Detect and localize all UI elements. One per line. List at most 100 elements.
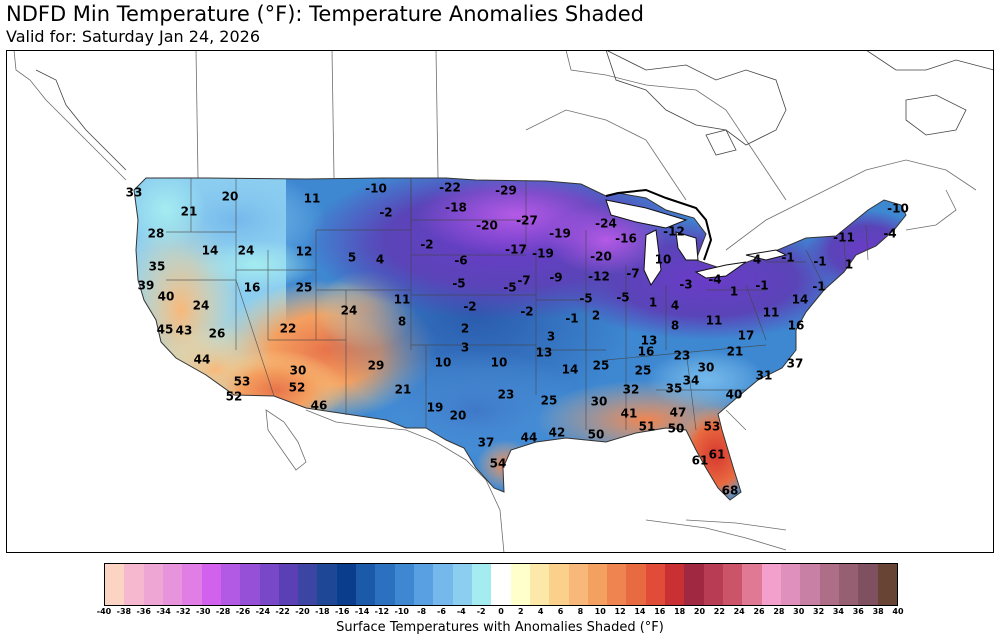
colorbar-tick: 20	[693, 607, 706, 616]
temperature-value: 52	[226, 390, 243, 404]
temperature-value: 23	[498, 388, 515, 402]
temperature-value: -1	[812, 280, 825, 294]
temperature-value: -2	[379, 206, 392, 220]
temperature-value: -5	[503, 281, 516, 295]
temperature-value: 2	[461, 322, 469, 336]
temperature-value: 44	[521, 431, 538, 445]
colorbar-swatch	[665, 564, 685, 605]
colorbar-swatch	[587, 564, 608, 605]
colorbar-swatch	[375, 564, 395, 605]
colorbar-swatch	[414, 564, 434, 605]
temperature-value: -1	[755, 279, 768, 293]
temperature-value: 25	[593, 359, 610, 373]
temperature-value: 24	[238, 244, 255, 258]
colorbar-tick: -40	[96, 607, 112, 616]
temperature-value: 45	[157, 323, 174, 337]
colorbar-tick: 18	[674, 607, 686, 616]
temperature-value: -17	[505, 243, 527, 257]
temperature-value: 25	[635, 364, 652, 378]
temperature-value: -5	[452, 277, 465, 291]
temperature-value: 4	[753, 253, 761, 267]
temperature-value: 16	[244, 281, 261, 295]
temperature-value: -4	[883, 227, 896, 241]
colorbar-swatch	[858, 564, 878, 605]
temperature-value: 5	[348, 251, 356, 265]
temperature-value: 10	[435, 356, 452, 370]
temperature-value: -20	[590, 250, 612, 264]
colorbar-swatch	[433, 564, 453, 605]
colorbar-tick: 36	[852, 607, 864, 616]
colorbar-ticks: -40 -38 -36 -34 -32 -30 -28 -26 -24 -22 -20 -18 -16-…	[97, 607, 904, 619]
colorbar-tick: -32	[176, 607, 191, 616]
temperature-value: 51	[639, 420, 656, 434]
colorbar-tick: 10	[594, 607, 606, 616]
temperature-value: -27	[516, 214, 538, 228]
colorbar-tick: -20	[295, 607, 310, 616]
colorbar-swatch	[356, 564, 376, 605]
colorbar-swatch	[510, 564, 530, 605]
temperature-value: 50	[588, 428, 605, 442]
temperature-value: -1	[565, 312, 578, 326]
page-title: NDFD Min Temperature (°F): Temperature A…	[6, 2, 644, 26]
colorbar-swatch	[124, 564, 144, 605]
temperature-value: 20	[222, 190, 239, 204]
temperature-value: 33	[126, 186, 143, 200]
temperature-value: -1	[813, 255, 826, 269]
temperature-value: 17	[738, 329, 755, 343]
colorbar-tick: -22	[275, 607, 290, 616]
colorbar-tick: 6	[557, 607, 564, 616]
temperature-value: 35	[149, 260, 166, 274]
temperature-value: 23	[674, 349, 691, 363]
colorbar-tick: -8	[417, 607, 427, 616]
colorbar-swatch	[568, 564, 588, 605]
temperature-value: 30	[591, 395, 608, 409]
colorbar-tick: -14	[354, 607, 370, 616]
temperature-value: 26	[209, 327, 226, 341]
temperature-value: -20	[476, 219, 498, 233]
temperature-value: 3	[461, 341, 469, 355]
temperature-value: 44	[194, 353, 211, 367]
temperature-value: 1	[649, 296, 657, 310]
colorbar-tick: -26	[235, 607, 251, 616]
temperature-value: 14	[562, 363, 579, 377]
temperature-value: 14	[202, 244, 219, 258]
temperature-value: 30	[698, 361, 715, 375]
colorbar-tick: 32	[813, 607, 825, 616]
colorbar-swatch	[819, 564, 839, 605]
temperature-value: 2	[592, 309, 600, 323]
temperature-value: 21	[727, 345, 744, 359]
temperature-value: 1	[845, 258, 853, 272]
temperature-value: -16	[615, 232, 637, 246]
valid-date: Valid for: Saturday Jan 24, 2026	[6, 27, 261, 46]
colorbar-swatch	[143, 564, 163, 605]
temperature-value: 4	[671, 299, 679, 313]
temperature-value: 46	[311, 399, 328, 413]
temperature-value: 10	[655, 253, 672, 267]
temperature-value: -19	[549, 227, 571, 241]
colorbar-tick: 40	[892, 607, 904, 616]
temperature-map[interactable]: 33 20 11 -10 -22 -29 21 -2 -18 -27 -10 28 -20 -19 -24-…	[6, 50, 994, 553]
colorbar-tick: 28	[773, 607, 785, 616]
colorbar-tick: 30	[793, 607, 805, 616]
colorbar-swatch	[259, 564, 279, 605]
colorbar-swatch	[529, 564, 550, 605]
colorbar-tick: 26	[753, 607, 765, 616]
temperature-value: 31	[756, 369, 773, 383]
temperature-value: 8	[671, 319, 679, 333]
colorbar-tick: -12	[374, 607, 390, 616]
colorbar-swatch	[220, 564, 241, 605]
colorbar-tick: -38	[116, 607, 132, 616]
temperature-value: 47	[670, 406, 687, 420]
colorbar-tick: 22	[713, 607, 725, 616]
colorbar-tick: 14	[634, 607, 646, 616]
temperature-value: -6	[454, 254, 467, 268]
colorbar-tick: 16	[654, 607, 666, 616]
colorbar-tick: 12	[614, 607, 626, 616]
colorbar-swatch	[182, 564, 202, 605]
temperature-value: 52	[289, 381, 306, 395]
temperature-value: 14	[792, 293, 809, 307]
temperature-value: -24	[595, 217, 617, 231]
colorbar-tick: -10	[394, 607, 409, 616]
colorbar-swatch	[742, 564, 762, 605]
colorbar-tick: -6	[436, 607, 446, 616]
